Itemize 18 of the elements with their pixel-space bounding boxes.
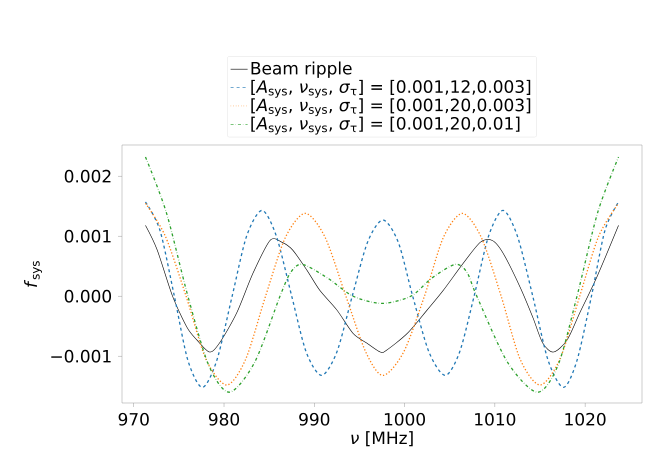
legend-label: Beam ripple <box>252 61 352 78</box>
y-tick-label: 0.001 <box>64 230 111 243</box>
x-tick-label: 1020 <box>565 412 606 426</box>
text: [A$_{sys}$, ν$_{sys}$, σ$_{τ}$] = [0.001,20,0.003] <box>251 98 530 116</box>
x-axis-title: ν [MHz] <box>351 431 413 446</box>
y-axis-title: f$_{sys}$ <box>24 261 42 287</box>
x-tick-label: 990 <box>299 412 330 426</box>
y-tick-label: 0.002 <box>64 170 110 183</box>
text: [A$_{sys}$, ν$_{sys}$, σ$_{τ}$] = [0.001,12,0.003] <box>251 80 530 98</box>
line-series <box>145 225 619 352</box>
x-tick-label: 1000 <box>384 412 425 426</box>
text: [A$_{sys}$, ν$_{sys}$, σ$_{τ}$] = [0.001,20,0.01] <box>251 116 520 135</box>
line-series <box>144 156 620 393</box>
x-tick-label: 1010 <box>475 412 516 426</box>
x-tick-label: 980 <box>208 412 240 426</box>
y-tick-label: −0.001 <box>51 350 111 363</box>
x-tick-label: 970 <box>118 412 149 426</box>
y-tick-label: 0.000 <box>64 290 112 303</box>
